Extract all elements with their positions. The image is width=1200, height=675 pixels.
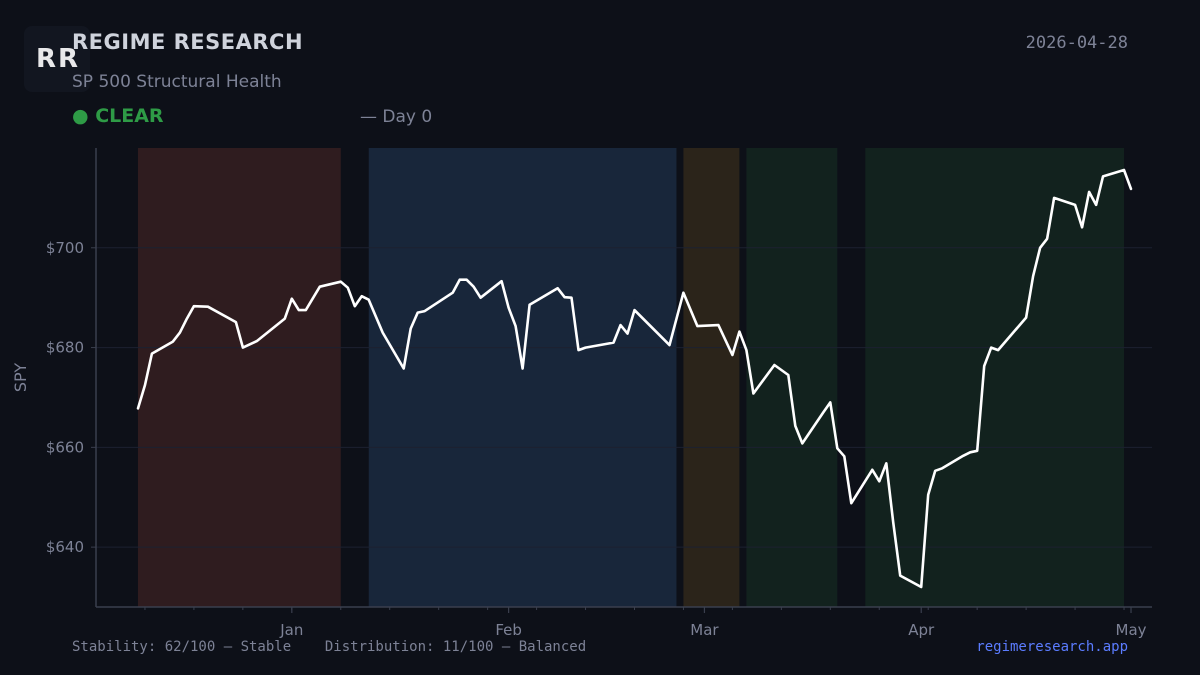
brand-title: REGIME RESEARCH <box>72 30 304 54</box>
regime-band-0 <box>137 148 341 607</box>
price-line-0 <box>136 168 1133 589</box>
x-tick-label: May <box>1116 621 1147 639</box>
x-tick-label: Jan <box>279 621 303 639</box>
page-subtitle: SP 500 Structural Health <box>72 72 282 92</box>
status-day: — Day 0 <box>360 107 433 127</box>
y-tick-label: $660 <box>46 438 84 456</box>
y-axis-title: SPY <box>11 363 30 392</box>
footer-link[interactable]: regimeresearch.app <box>976 639 1128 655</box>
regime-band-2 <box>683 148 740 607</box>
x-tick-label: Mar <box>690 621 719 639</box>
y-tick-label: $680 <box>46 339 84 357</box>
logo: RR <box>24 26 90 92</box>
footer-metrics: Stability: 62/100 — Stable Distribution:… <box>72 639 587 655</box>
x-tick-label: Apr <box>908 621 935 639</box>
logo-text: RR <box>36 44 81 74</box>
status-badge: ● CLEAR <box>72 105 164 127</box>
report-date: 2026-04-28 <box>1025 33 1128 53</box>
x-tick-label: Feb <box>495 621 522 639</box>
y-tick-label: $640 <box>46 538 84 556</box>
y-tick-label: $700 <box>46 239 84 257</box>
regime-band-1 <box>368 148 677 607</box>
regime-band-3 <box>746 148 838 607</box>
